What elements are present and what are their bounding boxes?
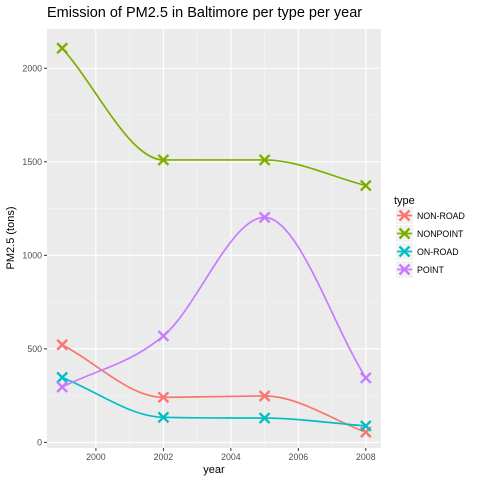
y-tick-label: 2000 bbox=[22, 63, 42, 73]
data-point-point bbox=[258, 211, 271, 224]
legend-marker-point bbox=[398, 263, 411, 276]
legend-marker-on-road bbox=[398, 245, 411, 258]
series-layer bbox=[56, 42, 372, 438]
chart-title: Emission of PM2.5 in Baltimore per type … bbox=[47, 5, 362, 21]
data-point-nonpoint bbox=[359, 179, 372, 192]
legend-marker-non-road bbox=[398, 209, 411, 222]
y-tick-label: 500 bbox=[27, 344, 42, 354]
series-line-point bbox=[61, 216, 367, 388]
series-line-non-road bbox=[61, 343, 367, 433]
plot-panel bbox=[47, 29, 381, 448]
legend-label-non-road: NON-ROAD bbox=[417, 211, 465, 221]
y-axis-title: PM2.5 (tons) bbox=[5, 207, 17, 270]
y-tick-label: 1500 bbox=[22, 157, 42, 167]
x-tick-label: 2004 bbox=[221, 452, 241, 462]
data-point-non-road bbox=[258, 390, 271, 402]
data-point-nonpoint bbox=[157, 154, 170, 166]
legend-title: type bbox=[394, 195, 415, 207]
data-point-point bbox=[157, 330, 170, 342]
x-tick-label: 2008 bbox=[356, 452, 376, 462]
data-point-point bbox=[359, 372, 372, 384]
legend: type NON-ROAD NONPOINT ON-ROAD POINT bbox=[394, 195, 465, 278]
x-axis-title: year bbox=[203, 464, 225, 476]
legend-label-point: POINT bbox=[417, 265, 445, 275]
data-point-nonpoint bbox=[56, 42, 69, 55]
series-line-nonpoint bbox=[61, 47, 367, 187]
legend-marker-nonpoint bbox=[398, 227, 411, 240]
y-tick-label: 0 bbox=[37, 437, 42, 447]
data-point-on-road bbox=[157, 411, 170, 424]
data-point-on-road bbox=[258, 412, 271, 424]
axes: 2000 2002 2004 2006 2008 0 500 1000 1500 2000 bbox=[22, 63, 375, 462]
legend-label-nonpoint: NONPOINT bbox=[417, 229, 464, 239]
legend-label-on-road: ON-ROAD bbox=[417, 247, 459, 257]
data-point-on-road bbox=[359, 420, 372, 432]
x-tick-label: 2006 bbox=[289, 452, 309, 462]
x-tick-label: 2002 bbox=[154, 452, 174, 462]
x-tick-label: 2000 bbox=[86, 452, 106, 462]
series-line-on-road bbox=[61, 376, 366, 427]
data-point-on-road bbox=[56, 371, 69, 384]
data-point-nonpoint bbox=[258, 154, 271, 166]
data-point-non-road bbox=[157, 391, 170, 404]
data-point-point bbox=[56, 381, 69, 393]
y-tick-label: 1000 bbox=[22, 250, 42, 260]
data-point-non-road bbox=[56, 338, 69, 351]
